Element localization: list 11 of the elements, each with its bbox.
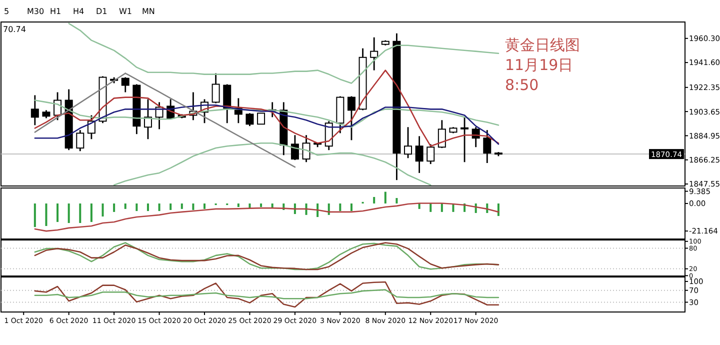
text: H1 [50, 7, 62, 16]
text: 11月19日 [505, 56, 574, 74]
text: H4 [73, 7, 84, 16]
text: M30 [27, 7, 44, 16]
annotation: 8:50 [505, 76, 539, 94]
text: 黄金日线图 [505, 36, 580, 54]
text: MN [142, 7, 155, 16]
text: W1 [119, 7, 132, 16]
annotation: 70.74 [3, 25, 26, 34]
text: D1 [96, 7, 108, 16]
text: 5 [4, 7, 10, 16]
